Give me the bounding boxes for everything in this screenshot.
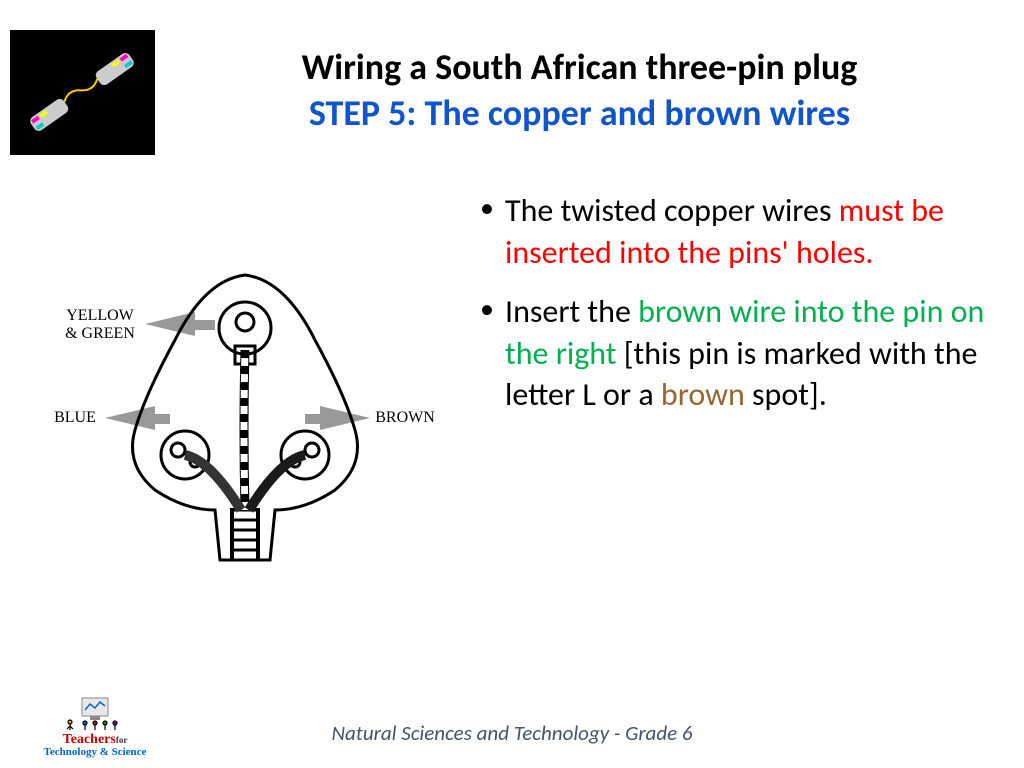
corner-icon xyxy=(10,30,155,155)
b1-seg1: The twisted copper wires xyxy=(505,191,839,230)
b2-seg1: Insert the xyxy=(505,292,638,331)
logo-for: for xyxy=(116,735,128,745)
arrow-left xyxy=(105,406,155,430)
title-line-2: STEP 5: The copper and brown wires xyxy=(165,91,994,135)
label-blue: BLUE xyxy=(54,409,96,426)
bullet-2: Insert the brown wire into the pin on th… xyxy=(475,291,1005,416)
arrow-right xyxy=(320,406,370,430)
b2-seg5: spot]. xyxy=(745,375,827,414)
logo-line2: Technology & Science xyxy=(35,747,155,758)
slide-title: Wiring a South African three-pin plug ST… xyxy=(165,45,994,135)
label-yellow-green: YELLOW xyxy=(66,307,134,324)
logo-line1: Teachers xyxy=(63,732,116,747)
bullet-1: The twisted copper wires must be inserte… xyxy=(475,190,1005,273)
label-yellow-green-2: & GREEN xyxy=(65,325,135,342)
wires-icon xyxy=(10,30,155,155)
footer-logo: Teachersfor Technology & Science xyxy=(35,696,155,758)
title-line-1: Wiring a South African three-pin plug xyxy=(165,45,994,89)
label-brown: BROWN xyxy=(375,409,435,426)
plug-diagram: YELLOW & GREEN BLUE BROWN xyxy=(35,250,445,590)
bullet-list: The twisted copper wires must be inserte… xyxy=(475,190,1005,434)
b2-seg4: brown xyxy=(661,375,745,414)
